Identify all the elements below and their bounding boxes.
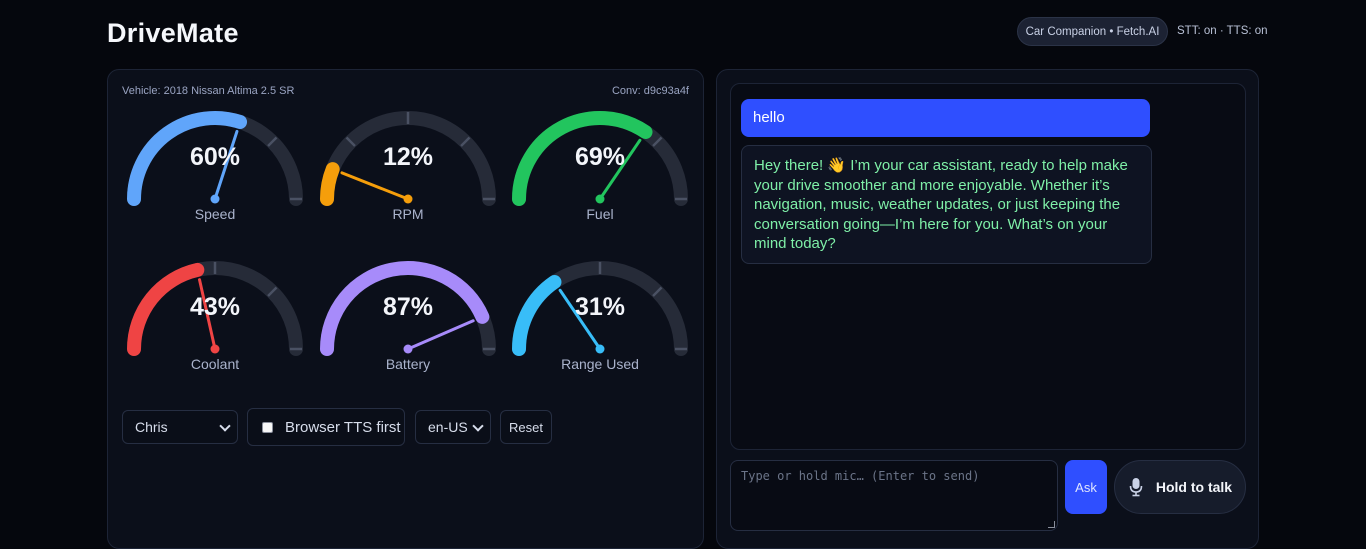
- browser-tts-toggle[interactable]: Browser TTS first: [247, 408, 405, 446]
- gauge-tick: [652, 136, 663, 147]
- hold-to-talk-button[interactable]: Hold to talk: [1114, 460, 1246, 514]
- message-input-placeholder: Type or hold mic… (Enter to send): [741, 469, 980, 483]
- gauge-label: Fuel: [586, 206, 614, 222]
- gauge-range-used: 31% Range Used: [509, 258, 691, 388]
- microphone-icon: [1129, 478, 1143, 497]
- gauge-value: 12%: [382, 143, 434, 171]
- app-badge: Car Companion • Fetch.AI: [1017, 17, 1168, 46]
- gauge-arc: [512, 275, 562, 356]
- assistant-message: Hey there! 👋 I’m your car assistant, rea…: [741, 145, 1152, 264]
- gauge-arc: [320, 162, 340, 206]
- gauge-needle: [598, 138, 642, 201]
- gauge-needle: [558, 288, 602, 351]
- gauge-hub: [403, 344, 413, 354]
- app-title: DriveMate: [107, 18, 239, 48]
- chat-log[interactable]: hello Hey there! 👋 I’m your car assistan…: [730, 83, 1246, 450]
- gauge-tick: [460, 136, 471, 147]
- gauge-label: Battery: [385, 356, 431, 372]
- gauge-tick: [345, 136, 356, 147]
- gauge-label: RPM: [392, 206, 424, 222]
- message-input[interactable]: Type or hold mic… (Enter to send): [730, 460, 1058, 531]
- gauge-needle: [406, 319, 475, 351]
- dashboard-panel: Vehicle: 2018 Nissan Altima 2.5 SR Conv:…: [107, 69, 704, 549]
- gauge-coolant: 43% Coolant: [124, 258, 306, 388]
- gauge-needle: [340, 171, 410, 201]
- gauge-arc: [127, 111, 248, 206]
- gauge-tick: [267, 136, 278, 147]
- voice-select[interactable]: Chris: [122, 410, 238, 444]
- gauge-needle: [213, 129, 239, 201]
- tts-label: Browser TTS first: [285, 418, 401, 436]
- gauge-arc: [512, 111, 653, 206]
- gauge-battery: 87% Battery: [317, 258, 499, 388]
- reset-button[interactable]: Reset: [500, 410, 552, 444]
- chevron-down-icon: [472, 420, 484, 432]
- hold-to-talk-label: Hold to talk: [1155, 479, 1233, 495]
- gauge-value: 31%: [574, 293, 626, 321]
- language-select-value: en-US: [428, 419, 468, 435]
- vehicle-label: Vehicle: 2018 Nissan Altima 2.5 SR: [122, 85, 295, 97]
- gauge-hub: [210, 194, 220, 204]
- gauge-hub: [595, 194, 605, 204]
- ask-button[interactable]: Ask: [1065, 460, 1107, 514]
- gauge-fuel: 69% Fuel: [509, 108, 691, 238]
- gauge-label: Speed: [194, 206, 236, 222]
- gauge-value: 43%: [189, 293, 241, 321]
- gauge-tick: [652, 286, 663, 297]
- voice-select-value: Chris: [135, 419, 168, 435]
- gauge-value: 69%: [574, 143, 626, 171]
- gauge-needle: [198, 278, 217, 351]
- conversation-id: Conv: d9c93a4f: [611, 85, 689, 97]
- gauge-value: 87%: [382, 293, 434, 321]
- gauge-tick: [267, 286, 278, 297]
- gauge-label: Coolant: [190, 356, 240, 372]
- gauge-arc: [320, 261, 490, 356]
- tts-checkbox[interactable]: [262, 421, 273, 433]
- language-select[interactable]: en-US: [415, 410, 491, 444]
- gauge-hub: [210, 344, 220, 354]
- gauge-speed: 60% Speed: [124, 108, 306, 238]
- gauge-value: 60%: [189, 143, 241, 171]
- gauge-arc: [127, 262, 205, 356]
- gauge-hub: [595, 344, 605, 354]
- speech-status: STT: on · TTS: on: [1177, 25, 1268, 37]
- gauge-label: Range Used: [561, 356, 639, 372]
- gauge-hub: [403, 194, 413, 204]
- user-message: hello: [741, 99, 1150, 137]
- resize-handle[interactable]: [1048, 521, 1055, 528]
- gauge-rpm: 12% RPM: [317, 108, 499, 238]
- chevron-down-icon: [219, 420, 231, 432]
- chat-panel: hello Hey there! 👋 I’m your car assistan…: [716, 69, 1259, 549]
